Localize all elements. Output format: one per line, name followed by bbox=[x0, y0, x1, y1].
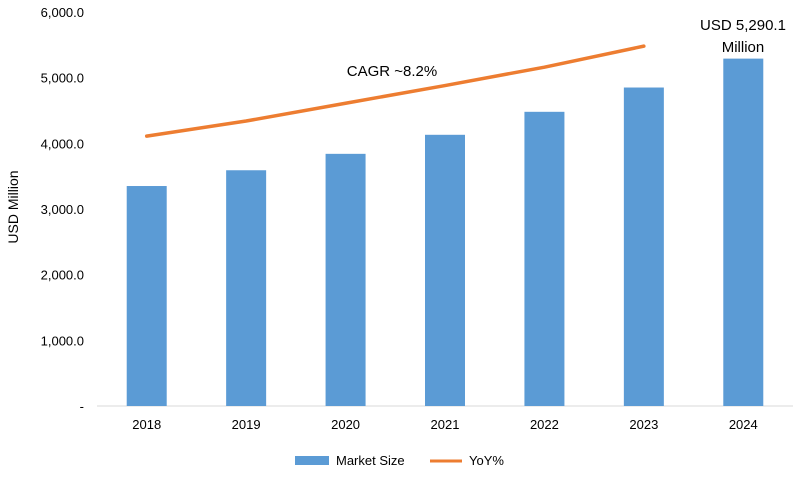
y-tick-label: - bbox=[80, 399, 84, 414]
x-tick-label: 2018 bbox=[132, 417, 161, 432]
bar-series bbox=[126, 58, 764, 407]
y-tick-label: 6,000.0 bbox=[41, 5, 84, 20]
cagr-annotation: CAGR ~8.2% bbox=[347, 63, 437, 80]
bar-2024 bbox=[723, 58, 764, 407]
x-tick-label: 2022 bbox=[530, 417, 559, 432]
y-tick-label: 2,000.0 bbox=[41, 268, 84, 283]
bar-2022 bbox=[524, 111, 565, 407]
y-tick-label: 3,000.0 bbox=[41, 202, 84, 217]
legend: Market Size YoY% bbox=[295, 453, 504, 468]
legend-label-yoy: YoY% bbox=[469, 453, 504, 468]
bar-2019 bbox=[226, 170, 267, 406]
x-tick-label: 2019 bbox=[232, 417, 261, 432]
y-tick-label: 1,000.0 bbox=[41, 333, 84, 348]
x-tick-label: 2021 bbox=[431, 417, 460, 432]
yoy-line bbox=[144, 44, 646, 138]
last-value-annotation-line2: Million bbox=[722, 39, 765, 56]
x-tick-label: 2023 bbox=[629, 417, 658, 432]
x-axis-ticks: 2018 2019 2020 2021 2022 2023 2024 bbox=[132, 417, 757, 432]
x-tick-label: 2020 bbox=[331, 417, 360, 432]
last-value-annotation-line1: USD 5,290.1 bbox=[700, 17, 786, 34]
bar-2018 bbox=[126, 186, 167, 406]
y-tick-label: 5,000.0 bbox=[41, 71, 84, 86]
bar-2020 bbox=[325, 153, 366, 406]
y-tick-label: 4,000.0 bbox=[41, 136, 84, 151]
x-tick-label: 2024 bbox=[729, 417, 758, 432]
legend-label-market-size: Market Size bbox=[336, 453, 405, 468]
bar-2021 bbox=[425, 134, 465, 406]
y-axis: - 1,000.0 2,000.0 3,000.0 4,000.0 5,000.0 6,00… bbox=[41, 5, 84, 414]
legend-swatch-market-size bbox=[295, 456, 329, 465]
line-series bbox=[144, 44, 646, 138]
y-axis-label: USD Million bbox=[5, 170, 21, 243]
bar-2023 bbox=[623, 87, 664, 407]
